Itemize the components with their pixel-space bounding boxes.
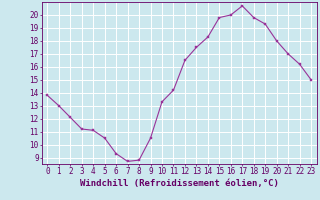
X-axis label: Windchill (Refroidissement éolien,°C): Windchill (Refroidissement éolien,°C)	[80, 179, 279, 188]
